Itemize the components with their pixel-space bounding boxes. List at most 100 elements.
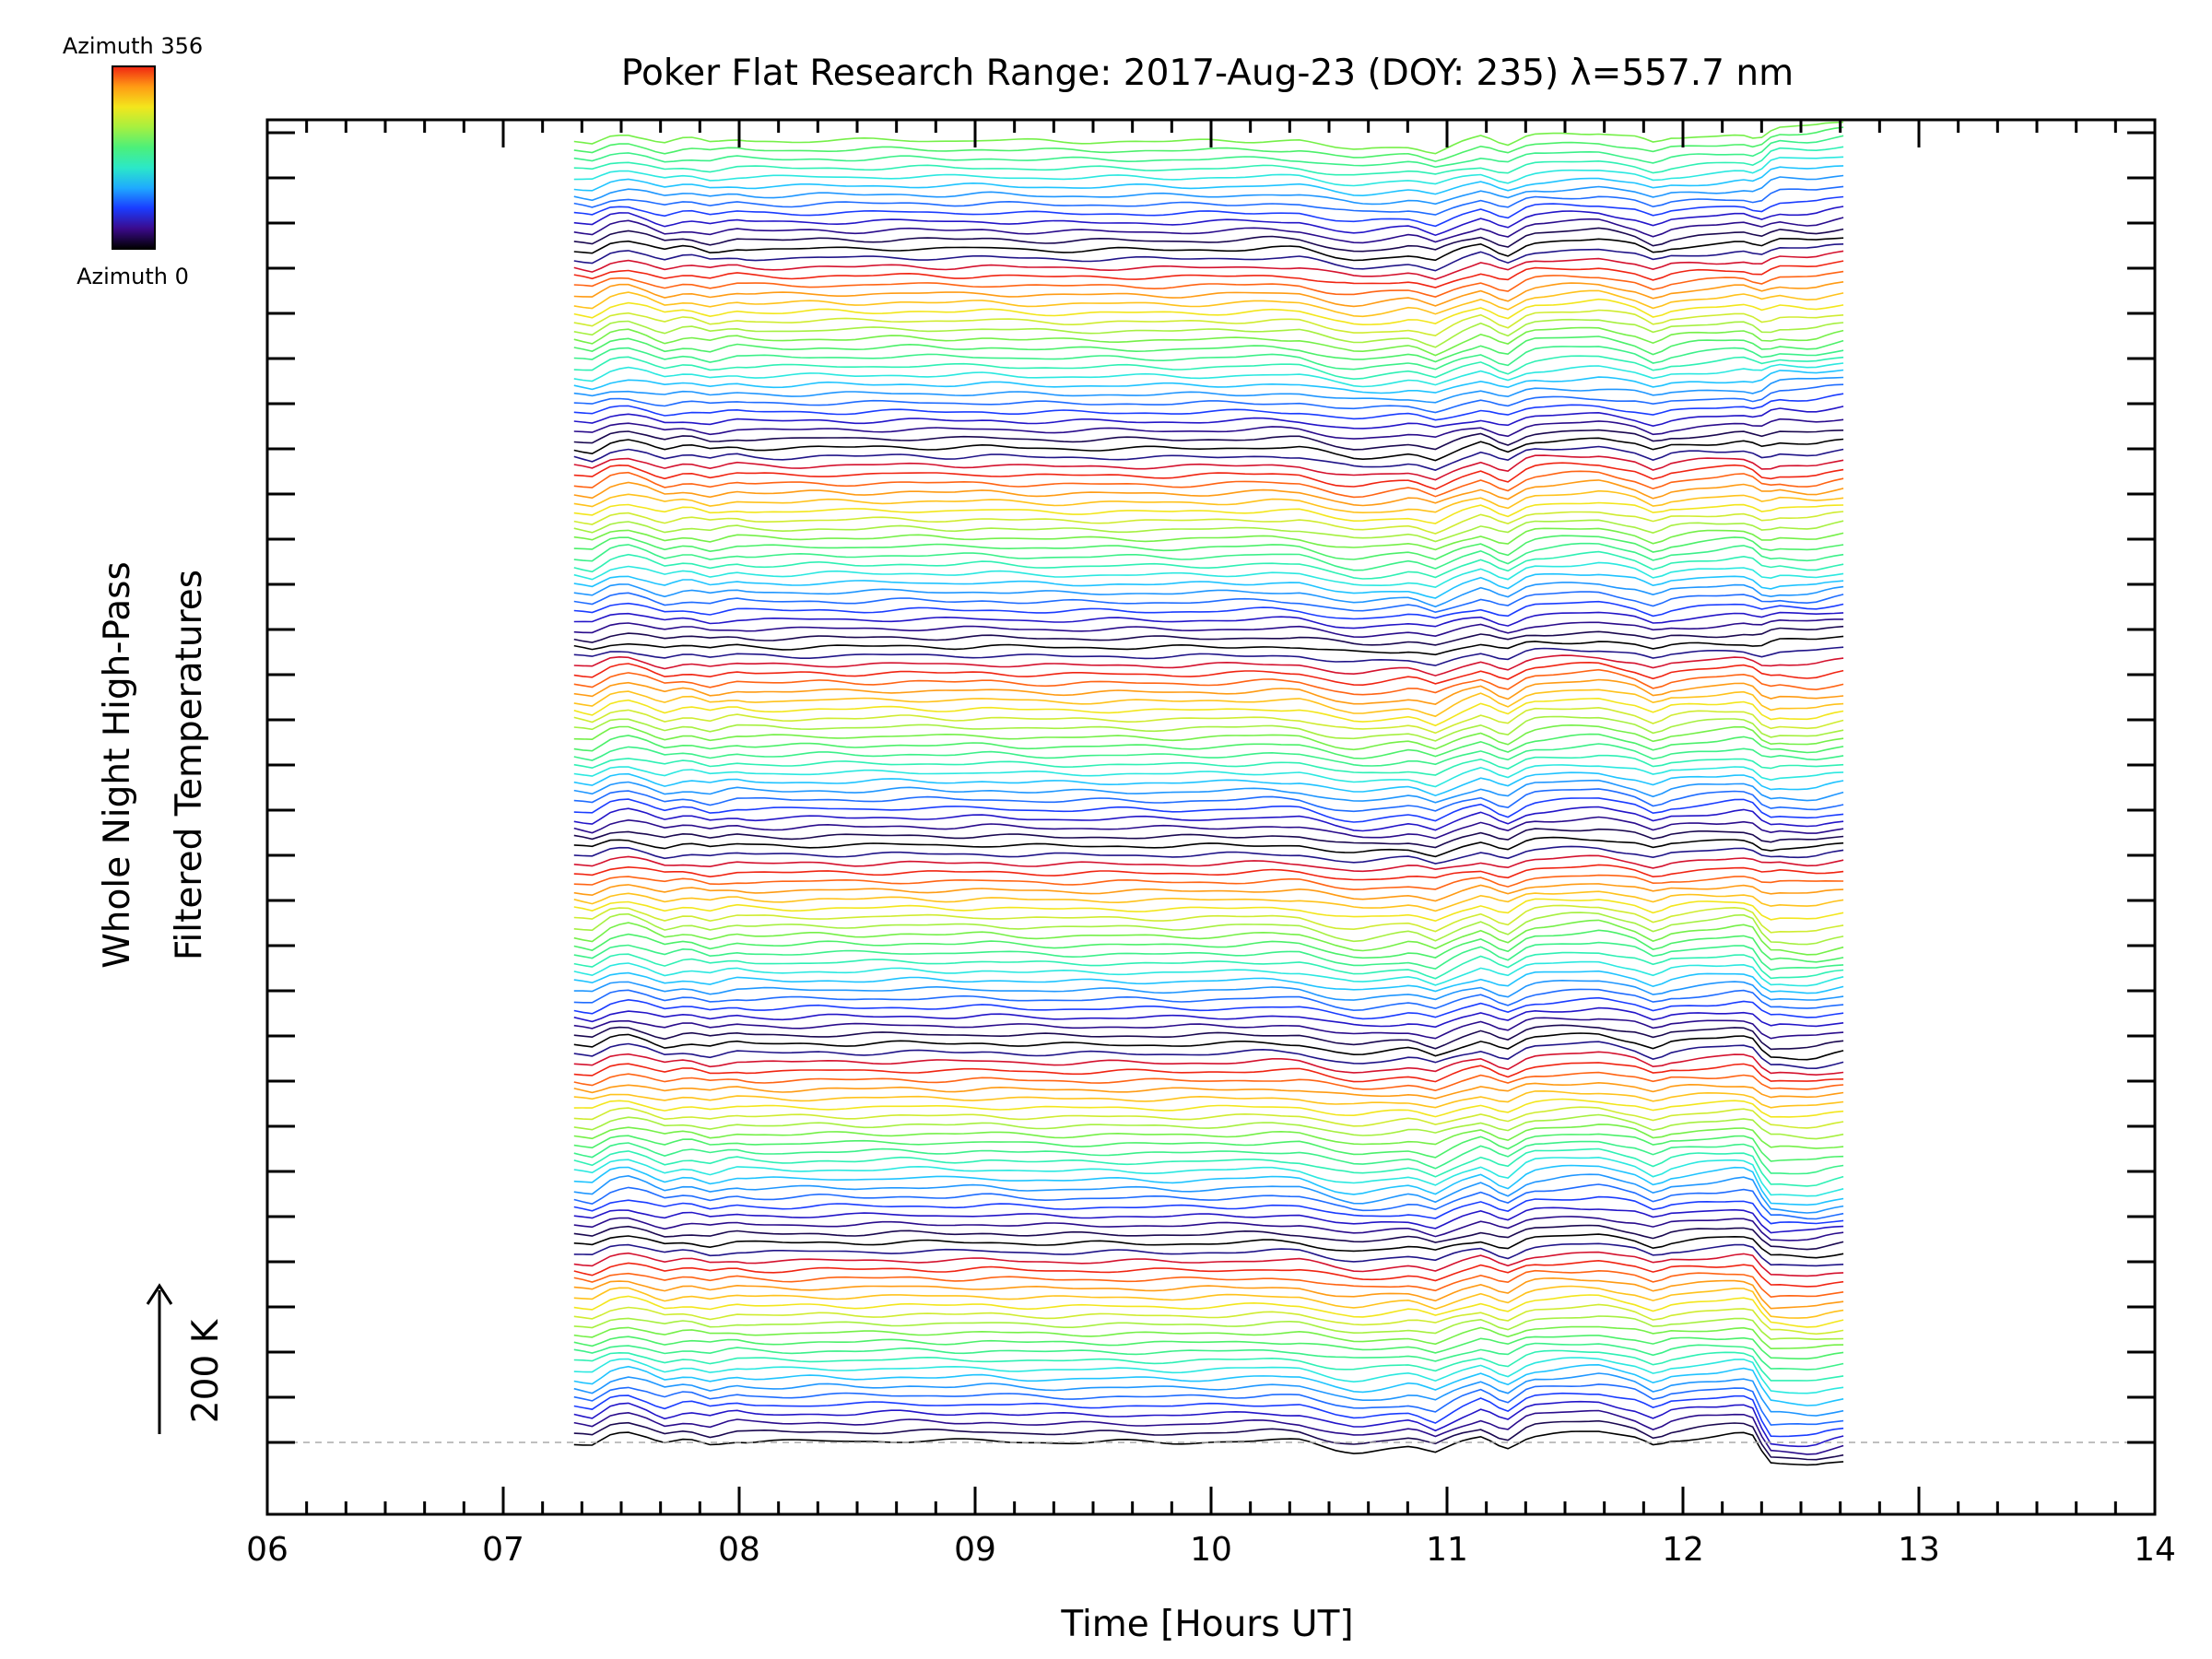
series-line — [573, 1173, 1844, 1214]
series-line — [573, 1325, 1844, 1350]
series-line — [573, 195, 1844, 228]
series-line — [573, 318, 1844, 348]
series-line — [573, 1071, 1844, 1092]
series-line — [573, 845, 1844, 865]
series-line — [573, 779, 1844, 804]
series-line — [573, 511, 1844, 535]
series-line — [573, 1349, 1844, 1382]
series-line — [573, 1233, 1844, 1259]
series-line — [573, 1363, 1844, 1406]
series-line — [573, 912, 1844, 946]
series-line — [573, 1294, 1844, 1328]
series-line — [573, 281, 1844, 308]
series-line — [573, 1392, 1844, 1438]
series-line — [573, 806, 1844, 832]
series-line — [573, 996, 1844, 1020]
series-line — [573, 929, 1844, 963]
series-line — [573, 960, 1844, 987]
series-line — [573, 126, 1844, 162]
x-tick-label: 09 — [954, 1531, 996, 1569]
series-line — [573, 1315, 1844, 1341]
series-line — [573, 836, 1844, 858]
series-line — [573, 724, 1844, 751]
series-line — [573, 270, 1844, 298]
series-line — [573, 697, 1844, 727]
colorbar-top-label: Azimuth 356 — [63, 33, 203, 59]
series-line — [573, 600, 1844, 620]
series-line — [573, 298, 1844, 326]
series-line — [573, 1242, 1844, 1267]
series-line — [573, 1133, 1844, 1162]
series-line — [573, 527, 1844, 551]
series-line — [573, 1032, 1844, 1061]
axes: 06 07 08 09 10 11 12 13 14 — [246, 118, 2176, 1569]
series-line — [573, 1098, 1844, 1118]
x-tick-label: 11 — [1426, 1531, 1468, 1569]
series-line — [573, 1195, 1844, 1225]
x-tick-label: 10 — [1190, 1531, 1232, 1569]
series-line — [573, 919, 1844, 956]
series-line — [573, 489, 1844, 514]
series-line — [573, 250, 1844, 280]
series-line — [573, 445, 1844, 471]
series-line — [573, 591, 1844, 614]
series-line — [573, 646, 1844, 666]
series-line — [573, 1113, 1844, 1140]
scale-bar-arrowhead — [146, 1283, 173, 1305]
series-line — [573, 135, 1844, 169]
series-line — [573, 260, 1844, 288]
series-line — [573, 1277, 1844, 1310]
series-line — [573, 206, 1844, 237]
series-line — [573, 635, 1844, 656]
series-line — [573, 535, 1844, 560]
scale-bar-label: 200 K — [185, 1318, 227, 1423]
series-line — [573, 376, 1844, 404]
series-line — [573, 611, 1844, 629]
series-line — [573, 654, 1844, 677]
series-line — [573, 454, 1844, 481]
series-line — [573, 1006, 1844, 1029]
series-line — [573, 970, 1844, 994]
series-line — [573, 883, 1844, 902]
series-line — [573, 393, 1844, 421]
x-tick-label: 14 — [2134, 1531, 2176, 1569]
series-line — [573, 165, 1844, 197]
series-line — [573, 289, 1844, 318]
series-line — [573, 864, 1844, 881]
series-line — [573, 335, 1844, 363]
series-line — [573, 1041, 1844, 1070]
chart-title: Poker Flat Research Range: 2017-Aug-23 (… — [621, 53, 1794, 94]
series-line — [573, 217, 1844, 244]
series-line — [573, 743, 1844, 767]
series-line — [573, 550, 1844, 580]
series-line — [573, 582, 1844, 608]
series-line — [573, 470, 1844, 499]
series-line — [573, 309, 1844, 337]
series-line — [573, 988, 1844, 1012]
series-line — [573, 764, 1844, 788]
series-line — [573, 1106, 1844, 1129]
series-line — [573, 1051, 1844, 1077]
series-line — [573, 771, 1844, 797]
colorbar — [112, 65, 156, 250]
series-line — [573, 797, 1844, 823]
series-line — [573, 462, 1844, 490]
series-line — [573, 1335, 1844, 1359]
series-line — [573, 227, 1844, 253]
scale-bar: 200 K — [146, 1283, 227, 1434]
series-line — [573, 625, 1844, 646]
series-line — [573, 706, 1844, 735]
series-line — [573, 941, 1844, 971]
series-line — [573, 437, 1844, 462]
series-line — [573, 688, 1844, 718]
series-line — [573, 1024, 1844, 1051]
series-line — [573, 854, 1844, 873]
series-line — [573, 816, 1844, 840]
series-line — [573, 904, 1844, 934]
y-axis-label-line1: Whole Night High-Pass — [97, 561, 138, 969]
series-line — [573, 678, 1844, 705]
series-line — [573, 542, 1844, 571]
series-line — [573, 1259, 1844, 1288]
series-line — [573, 715, 1844, 742]
